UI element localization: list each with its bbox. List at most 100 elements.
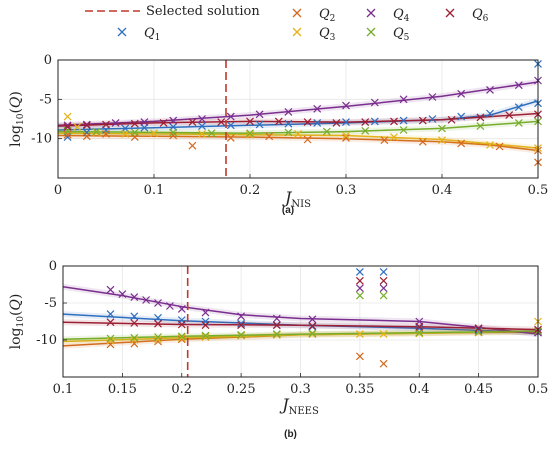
point-q1 bbox=[379, 267, 388, 276]
point-q4 bbox=[237, 312, 246, 321]
point-q5 bbox=[130, 333, 139, 342]
point-q3 bbox=[150, 129, 158, 138]
point-q4 bbox=[142, 296, 151, 304]
point-q6 bbox=[217, 118, 226, 127]
point-q1 bbox=[486, 109, 494, 118]
legend-entry-q4: Q4 bbox=[366, 7, 410, 24]
point-q6 bbox=[355, 276, 364, 285]
point-q1 bbox=[313, 118, 322, 127]
point-q6 bbox=[102, 120, 110, 129]
point-q6 bbox=[274, 117, 283, 126]
legend-label-q1: Q1 bbox=[144, 26, 160, 43]
y-tick-label: 0 bbox=[49, 259, 57, 274]
x-tick-label: 0.3 bbox=[336, 183, 357, 198]
point-q4 bbox=[177, 304, 186, 313]
point-q2 bbox=[303, 135, 312, 144]
point-q5 bbox=[92, 127, 101, 136]
point-q6 bbox=[159, 118, 168, 127]
point-q3 bbox=[106, 336, 115, 345]
point-q6 bbox=[106, 318, 115, 327]
point-q1 bbox=[428, 115, 437, 123]
legend-entry-q6: Q6 bbox=[445, 7, 489, 24]
point-q4 bbox=[355, 284, 364, 293]
point-q2 bbox=[102, 129, 110, 138]
point-q1 bbox=[237, 319, 246, 328]
legend-marker-q4 bbox=[366, 8, 376, 18]
x-tick-label: 0.1 bbox=[53, 382, 74, 397]
point-q4 bbox=[370, 98, 379, 107]
fit-line-q5 bbox=[57, 120, 539, 134]
x-tick-label: 0.5 bbox=[528, 382, 549, 397]
fit-line-q6 bbox=[62, 321, 539, 331]
point-q3 bbox=[342, 131, 350, 140]
point-q6 bbox=[130, 119, 139, 128]
point-q6 bbox=[390, 117, 398, 126]
point-q4 bbox=[399, 95, 408, 104]
point-q6 bbox=[201, 321, 210, 330]
point-q4 bbox=[165, 302, 174, 310]
point-q4 bbox=[313, 104, 322, 113]
point-q6 bbox=[447, 115, 456, 124]
point-q6 bbox=[177, 320, 186, 329]
point-q6 bbox=[130, 319, 139, 327]
point-q4 bbox=[272, 314, 281, 323]
point-q6 bbox=[237, 321, 246, 330]
legend-entry-q1: Q1 bbox=[117, 26, 160, 43]
point-q4 bbox=[428, 93, 437, 101]
point-q3 bbox=[379, 330, 388, 339]
point-q6 bbox=[82, 121, 91, 130]
point-q5 bbox=[399, 126, 408, 134]
legend-label-q2: Q2 bbox=[319, 7, 335, 24]
x-axis-label: JNEES bbox=[279, 395, 319, 417]
point-q1 bbox=[474, 326, 483, 335]
fit-line-q5 bbox=[62, 330, 539, 341]
point-q2 bbox=[355, 352, 364, 361]
x-tick-label: 0.2 bbox=[240, 183, 261, 198]
figure-caption: (a) bbox=[282, 205, 294, 216]
point-q4 bbox=[514, 81, 523, 90]
y-axis-label: log10(Q) bbox=[8, 294, 26, 350]
point-q3 bbox=[438, 136, 446, 145]
point-q5 bbox=[130, 128, 139, 137]
y-tick-label: -10 bbox=[36, 333, 57, 348]
legend-entry-q3: Q3 bbox=[292, 26, 336, 43]
point-q6 bbox=[474, 324, 483, 333]
point-q6 bbox=[476, 113, 485, 122]
point-q4 bbox=[457, 89, 466, 98]
point-q6 bbox=[272, 321, 281, 330]
point-q1 bbox=[130, 312, 139, 321]
point-q1 bbox=[140, 123, 149, 132]
point-q3 bbox=[294, 129, 302, 138]
point-q5 bbox=[237, 330, 246, 339]
point-q2 bbox=[130, 339, 139, 348]
point-q1 bbox=[201, 317, 210, 326]
legend-marker-q5 bbox=[366, 27, 376, 37]
point-q4 bbox=[342, 101, 350, 110]
fit-line-q4 bbox=[62, 285, 539, 335]
point-q5 bbox=[207, 129, 216, 138]
point-q5 bbox=[169, 128, 178, 137]
point-q4 bbox=[379, 284, 388, 293]
point-q3 bbox=[73, 122, 82, 131]
point-q6 bbox=[308, 321, 317, 330]
legend-label-q4: Q4 bbox=[393, 7, 410, 24]
point-q6 bbox=[415, 322, 424, 331]
point-q3 bbox=[390, 133, 398, 142]
x-tick-label: 0.25 bbox=[227, 382, 256, 397]
point-q1 bbox=[284, 119, 293, 128]
y-tick-label: 0 bbox=[44, 53, 52, 68]
point-q4 bbox=[255, 110, 264, 119]
x-tick-label: 0.4 bbox=[409, 382, 430, 397]
point-q5 bbox=[154, 333, 162, 341]
point-q6 bbox=[379, 276, 388, 285]
plot-b: 0.1 0.15 0.2 0.25 0.3 0.35 0.4 0.45 0.5 0 -5 -10 JNE… bbox=[8, 259, 548, 440]
point-q4 bbox=[284, 107, 293, 116]
x-tick-label: 0.1 bbox=[144, 183, 165, 198]
point-q4 bbox=[154, 299, 162, 307]
point-q4 bbox=[198, 115, 206, 123]
x-tick-label: 0.15 bbox=[108, 382, 137, 397]
figure-caption: (b) bbox=[284, 429, 297, 440]
point-q6 bbox=[361, 118, 370, 127]
point-q3 bbox=[121, 129, 130, 138]
